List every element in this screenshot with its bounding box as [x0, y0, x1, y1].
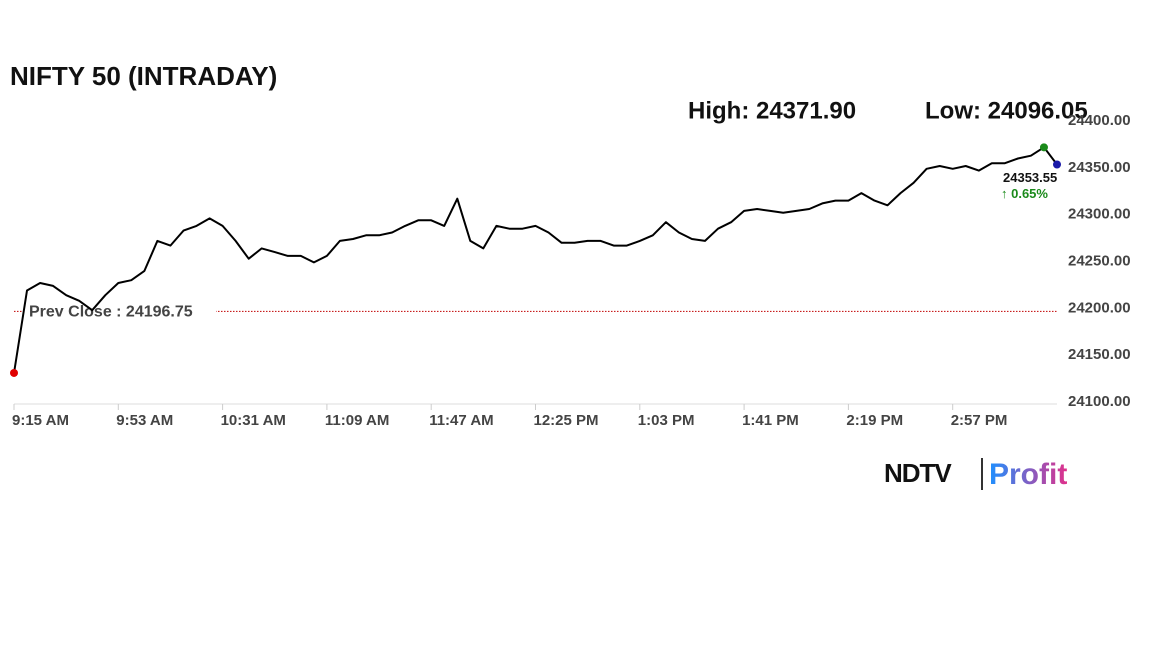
x-tick-label: 1:03 PM [638, 412, 695, 429]
y-tick-label: 24350.00 [1068, 159, 1131, 176]
brand-ndtv: NDTV [884, 458, 952, 488]
x-tick-label: 12:25 PM [534, 412, 599, 429]
brand-profit: Profit [989, 458, 1067, 491]
x-tick-label: 11:09 AM [325, 412, 389, 429]
low-label: Low: 24096.05 [925, 97, 1088, 124]
high-label: High: 24371.90 [688, 97, 856, 124]
y-tick-label: 24150.00 [1068, 346, 1131, 363]
x-tick-label: 9:53 AM [116, 412, 173, 429]
y-tick-label: 24400.00 [1068, 112, 1131, 129]
x-tick-label: 2:19 PM [846, 412, 903, 429]
y-tick-label: 24200.00 [1068, 299, 1131, 316]
x-tick-label: 1:41 PM [742, 412, 799, 429]
y-tick-label: 24100.00 [1068, 393, 1131, 410]
end-marker [1053, 160, 1061, 169]
y-tick-label: 24250.00 [1068, 252, 1131, 269]
price-line [13, 146, 1058, 374]
last-value-label: 24353.55 [1003, 170, 1057, 185]
prev-close-bg [24, 301, 216, 322]
x-tick-label: 2:57 PM [951, 412, 1008, 429]
x-tick-label: 11:47 AM [429, 412, 493, 429]
change-label: ↑ 0.65% [1001, 186, 1048, 201]
start-marker [10, 368, 18, 377]
high-marker [1039, 143, 1048, 152]
x-tick-label: 10:31 AM [221, 412, 286, 429]
x-tick-label: 9:15 AM [12, 412, 69, 429]
prev-close-label: Prev Close : 24196.75 [29, 304, 193, 321]
chart-title: NIFTY 50 (INTRADAY) [10, 61, 277, 91]
y-tick-label: 24300.00 [1068, 206, 1131, 223]
